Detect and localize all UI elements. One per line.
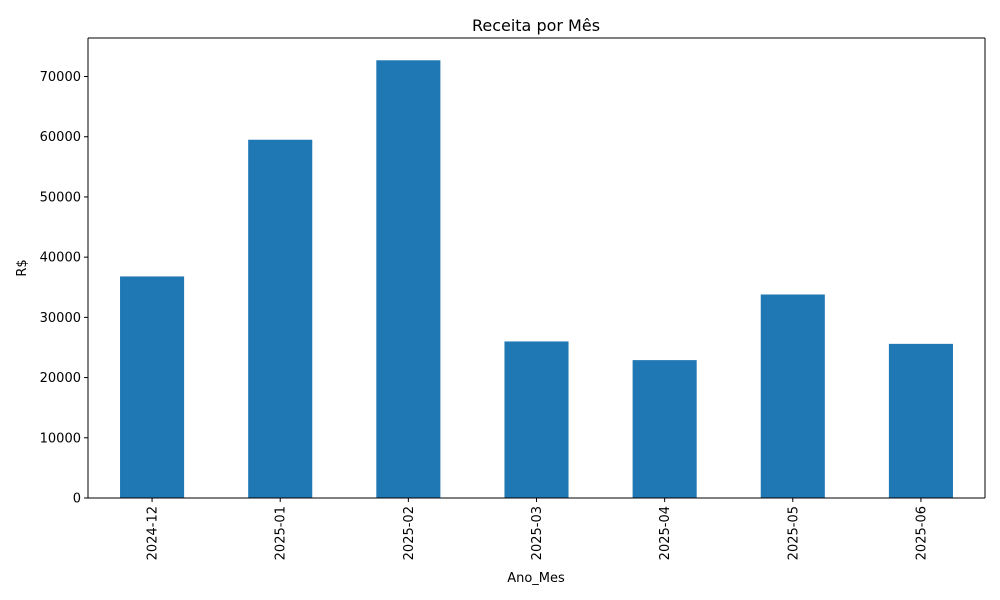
- x-tick-label: 2025-04: [658, 506, 673, 560]
- x-tick-label: 2025-01: [274, 506, 289, 560]
- chart-title: Receita por Mês: [472, 16, 600, 35]
- y-tick-label: 10000: [40, 431, 81, 446]
- plot-area: 0 10000 20000 30000 40000 50000 60000 70000 2024…: [40, 37, 986, 560]
- x-tick-label: 2025-06: [914, 506, 929, 560]
- x-tick-label: 2025-05: [786, 506, 801, 560]
- x-tick-label: 2025-02: [402, 506, 417, 560]
- y-tick-label: 50000: [40, 190, 81, 205]
- x-tick-label: 2025-03: [530, 506, 545, 560]
- bar-2025-02: [376, 60, 441, 498]
- y-tick-label: 60000: [40, 130, 81, 145]
- y-tick-label: 0: [73, 492, 81, 507]
- bar-2025-03: [504, 341, 569, 498]
- x-axis-label: Ano_Mes: [507, 571, 565, 586]
- x-tick-label: 2024-12: [146, 506, 161, 560]
- y-tick-label: 40000: [40, 251, 81, 266]
- bar-2025-04: [632, 360, 697, 498]
- y-tick-label: 20000: [40, 371, 81, 386]
- bar-2025-06: [888, 343, 953, 498]
- y-axis-label: R$: [15, 259, 30, 276]
- y-tick-label: 70000: [40, 70, 81, 85]
- bar-2025-05: [760, 294, 825, 498]
- bar-2025-01: [248, 139, 313, 498]
- bar-2024-12: [120, 276, 185, 498]
- y-tick-label: 30000: [40, 311, 81, 326]
